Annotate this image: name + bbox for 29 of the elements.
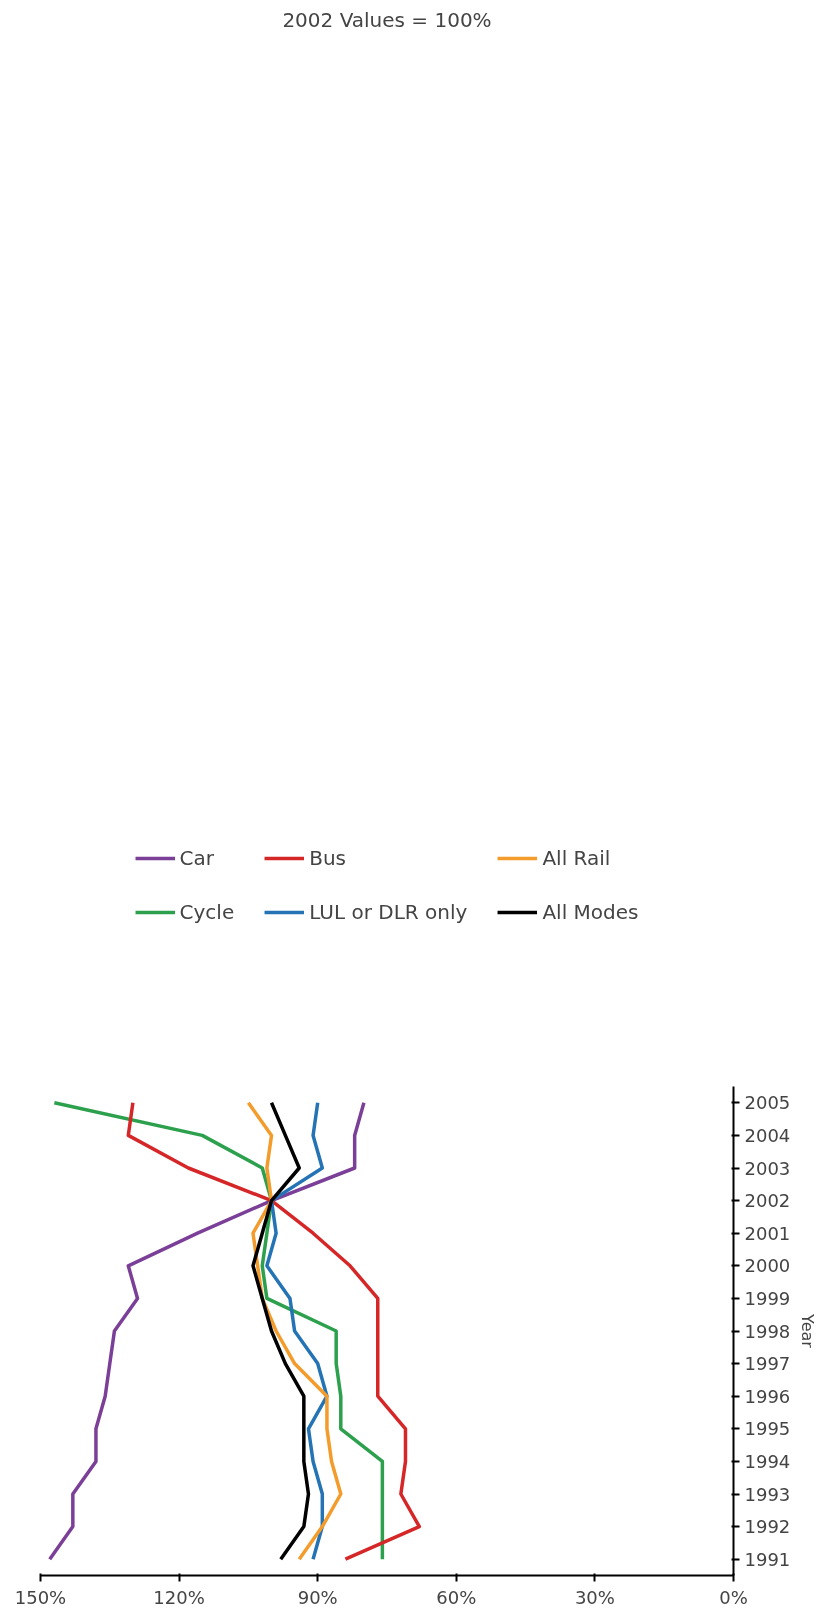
y-tick-label: 1995 [744,1418,791,1440]
y-tick-label: 2001 [744,1222,791,1244]
x-tick-label: 90% [297,1586,338,1608]
y-tick-label: 1994 [744,1450,791,1472]
y-tick-label: 1997 [744,1353,791,1375]
y-tick-label: 1993 [744,1483,791,1505]
y-tick-label: 1991 [744,1548,791,1570]
y-tick-label: 2002 [744,1190,791,1212]
y-tick-label: 2004 [744,1124,791,1146]
legend-label: Bus [309,846,347,870]
y-tick-label: 2003 [744,1157,791,1179]
x-tick-label: 150% [14,1586,67,1608]
text: 2002 Values = 100% [282,7,492,32]
x-tick-label: 120% [153,1586,205,1608]
legend-label: Cycle [179,900,235,924]
x-tick-label: 30% [574,1586,615,1608]
x-tick-label: 0% [719,1586,748,1608]
y-axis-title: Year [798,1313,818,1349]
y-tick-label: 2005 [744,1092,791,1114]
x-tick-label: 60% [436,1586,477,1608]
y-tick-label: 1996 [744,1385,791,1407]
legend-label: All Rail [542,846,611,870]
legend-label: LUL or DLR only [309,900,468,924]
y-tick-label: 1999 [744,1287,791,1309]
y-tick-label: 1992 [744,1516,791,1538]
legend-label: Car [179,846,214,870]
y-tick-label: 1998 [744,1320,791,1342]
y-tick-label: 2000 [744,1255,791,1277]
legend-label: All Modes [542,900,639,924]
